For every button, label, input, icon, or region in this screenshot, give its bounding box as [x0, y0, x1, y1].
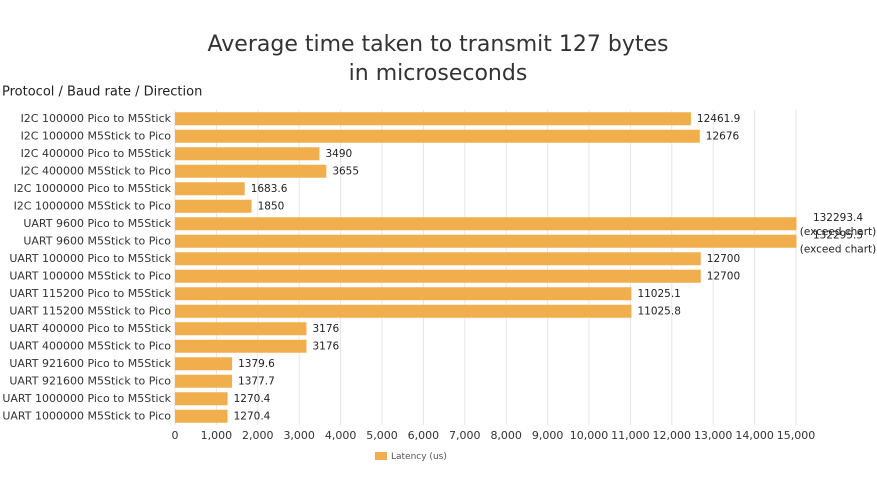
bar: [175, 392, 228, 406]
y-tick-label: UART 115200 Pico to M5Stick: [9, 287, 171, 300]
value-label: 1270.4: [234, 393, 271, 405]
value-label: 1683.6: [251, 183, 288, 195]
y-tick-label: I2C 400000 M5Stick to Pico: [21, 164, 172, 177]
value-label: 1850: [258, 200, 285, 212]
value-label: 11025.8: [637, 305, 680, 317]
x-tick-label: 13,000: [694, 429, 733, 442]
x-tick-label: 1,000: [201, 429, 233, 442]
value-label: 12700: [707, 270, 740, 282]
bar: [175, 287, 632, 301]
y-tick-label: UART 9600 M5Stick to Pico: [23, 234, 171, 247]
x-tick-label: 5,000: [366, 429, 398, 442]
y-tick-label: I2C 1000000 Pico to M5Stick: [14, 182, 172, 195]
legend-swatch: [375, 452, 387, 460]
bar: [175, 147, 320, 161]
x-tick-label: 7,000: [449, 429, 481, 442]
bar: [175, 199, 252, 213]
value-label: 1377.7: [238, 375, 275, 387]
bar: [175, 164, 327, 178]
value-label: 3490: [325, 148, 352, 160]
bar: [175, 182, 245, 196]
x-tick-label: 8,000: [490, 429, 522, 442]
bar: [175, 322, 307, 336]
y-tick-label: UART 115200 M5Stick to Pico: [9, 304, 171, 317]
y-tick-label: UART 100000 Pico to M5Stick: [9, 252, 171, 265]
y-tick-label: UART 1000000 Pico to M5Stick: [2, 392, 171, 405]
x-tick-label: 2,000: [242, 429, 274, 442]
x-tick-label: 9,000: [532, 429, 564, 442]
x-tick-label: 3,000: [283, 429, 315, 442]
y-tick-label: I2C 100000 Pico to M5Stick: [21, 112, 172, 125]
value-label: 132293.4 (exceed chart): [800, 212, 877, 238]
value-label: 1270.4: [234, 410, 271, 422]
y-tick-label: UART 9600 Pico to M5Stick: [23, 217, 171, 230]
bar: [175, 339, 307, 353]
x-tick-label: 15,000: [777, 429, 816, 442]
x-tick-label: 10,000: [570, 429, 609, 442]
y-tick-label: UART 400000 Pico to M5Stick: [9, 322, 171, 335]
bar: [175, 252, 701, 266]
grid: [174, 110, 797, 425]
bar: [175, 374, 233, 388]
value-label: 12461.9: [697, 113, 740, 125]
bar: [175, 269, 701, 283]
y-tick-label: UART 1000000 M5Stick to Pico: [2, 409, 171, 422]
x-tick-label: 14,000: [735, 429, 774, 442]
legend-label: Latency (us): [391, 452, 447, 462]
value-label: 12676: [706, 130, 740, 142]
y-tick-label: I2C 400000 Pico to M5Stick: [21, 147, 172, 160]
value-label: 12700: [707, 253, 740, 265]
y-tick-label: I2C 1000000 M5Stick to Pico: [14, 199, 172, 212]
bar: [175, 112, 691, 126]
bar: [175, 304, 632, 318]
y-tick-label: I2C 100000 M5Stick to Pico: [21, 129, 172, 142]
y-tick-label: UART 921600 Pico to M5Stick: [9, 357, 171, 370]
y-axis-title: Protocol / Baud rate / Direction: [2, 85, 202, 100]
value-label: 11025.1: [637, 288, 680, 300]
chart-title: in microseconds: [349, 61, 528, 86]
value-label: 3655: [332, 165, 359, 177]
bar: [175, 234, 797, 248]
value-label: 3176: [312, 340, 339, 352]
value-label: 1379.6: [238, 358, 275, 370]
y-tick-label: UART 400000 M5Stick to Pico: [9, 339, 171, 352]
x-tick-label: 4,000: [325, 429, 357, 442]
bars: [175, 112, 797, 423]
x-tick-label: 12,000: [653, 429, 692, 442]
value-label: 3176: [312, 323, 339, 335]
value-label: 132295.5 (exceed chart): [800, 229, 877, 255]
bar: [175, 217, 797, 231]
y-tick-label: UART 921600 M5Stick to Pico: [9, 374, 171, 387]
y-tick-label: UART 100000 M5Stick to Pico: [9, 269, 171, 282]
bar: [175, 409, 228, 423]
bar: [175, 357, 233, 371]
x-tick-label: 6,000: [408, 429, 440, 442]
x-tick-label: 0: [172, 429, 179, 442]
bar: [175, 129, 700, 143]
chart-title: Average time taken to transmit 127 bytes: [208, 32, 669, 57]
x-tick-label: 11,000: [611, 429, 650, 442]
